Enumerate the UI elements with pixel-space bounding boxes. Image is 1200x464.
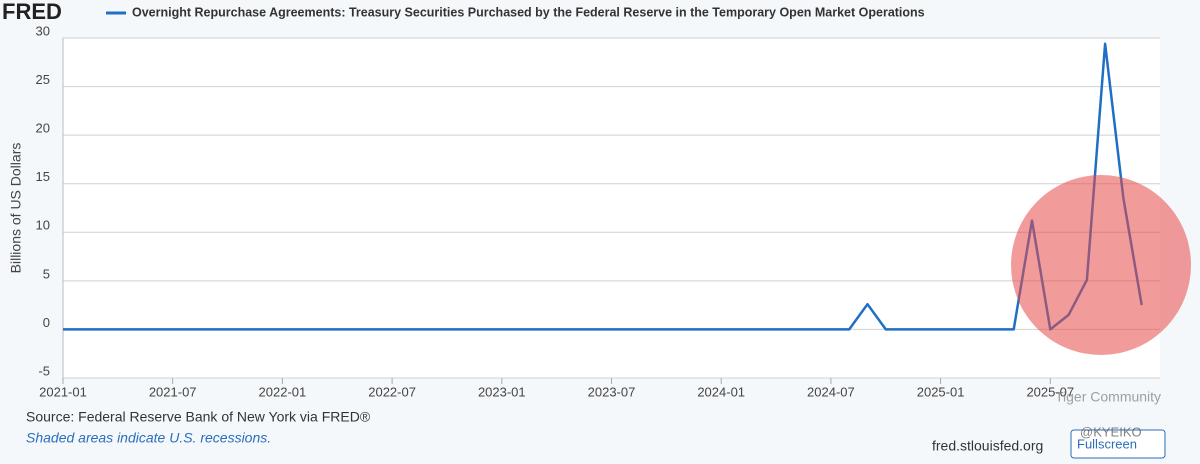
y-tick-label: 5 bbox=[43, 266, 50, 281]
y-tick-label: 20 bbox=[36, 121, 50, 136]
y-tick-label: 10 bbox=[36, 218, 50, 233]
y-tick-label: 0 bbox=[43, 315, 50, 330]
highlight-circle bbox=[1011, 175, 1191, 355]
y-tick-label: 30 bbox=[36, 23, 50, 38]
x-tick-label: 2021-01 bbox=[39, 384, 87, 399]
source: Source: Federal Reserve Bank of New York… bbox=[26, 409, 371, 425]
watermark: @KYEIKO bbox=[1080, 424, 1142, 439]
x-tick-label: 2025-01 bbox=[917, 384, 965, 399]
plot-area bbox=[63, 38, 1160, 378]
y-tick-label: 25 bbox=[36, 72, 50, 87]
fullscreen-button[interactable] bbox=[1070, 429, 1166, 459]
watermark: Tiger Community bbox=[1055, 389, 1161, 405]
x-tick-label: 2024-01 bbox=[697, 384, 745, 399]
x-tick-label: 2024-07 bbox=[807, 384, 855, 399]
y-tick-label: 15 bbox=[36, 169, 50, 184]
x-tick-label: 2023-01 bbox=[478, 384, 526, 399]
site-link[interactable]: fred.stlouisfed.org bbox=[932, 438, 1043, 454]
y-axis-label: Billions of US Dollars bbox=[8, 143, 24, 274]
logo: FRED bbox=[2, 0, 62, 24]
x-tick-label: 2023-07 bbox=[588, 384, 636, 399]
x-tick-label: 2025-07 bbox=[1026, 384, 1074, 399]
data-line bbox=[63, 42, 1143, 331]
x-tick-label: 2022-01 bbox=[259, 384, 307, 399]
x-tick-label: 2021-07 bbox=[149, 384, 197, 399]
chart-title: Overnight Repurchase Agreements: Treasur… bbox=[132, 5, 925, 19]
x-tick-label: 2022-07 bbox=[368, 384, 416, 399]
fullscreen-label[interactable]: Fullscreen bbox=[1077, 436, 1137, 451]
note: Shaded areas indicate U.S. recessions. bbox=[26, 430, 271, 446]
y-tick-label: -5 bbox=[38, 363, 50, 378]
